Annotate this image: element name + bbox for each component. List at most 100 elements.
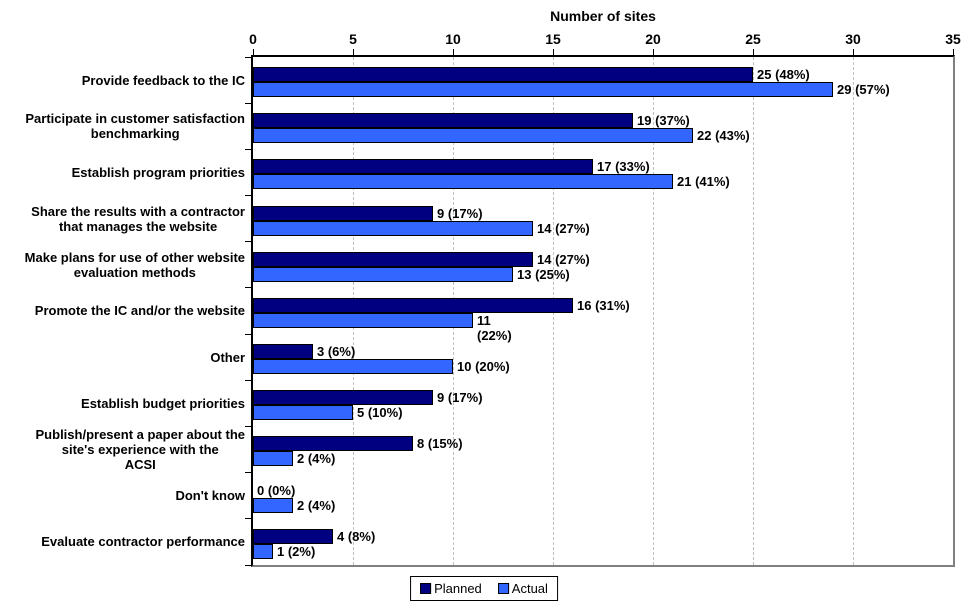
bar-planned-1 xyxy=(253,113,633,129)
legend: Planned Actual xyxy=(410,576,558,601)
x-axis-tick-mark xyxy=(452,49,454,55)
plot-area: 25 (48%) 19 (37%) 17 (33%) 9 (17%) 14 (27%) 1… xyxy=(251,55,955,567)
bar-actual-9 xyxy=(253,497,293,513)
category-label: Promote the IC and/or the website xyxy=(0,288,245,334)
y-axis-tick-mark xyxy=(245,148,251,150)
bar-actual-7 xyxy=(253,405,353,421)
bar-actual-2 xyxy=(253,174,673,190)
bar-actual-0 xyxy=(253,82,833,97)
bar-planned-2 xyxy=(253,159,593,175)
bar-value-label: 3 (6%) xyxy=(317,344,356,360)
y-axis-tick-mark xyxy=(245,102,251,104)
category-label: Establish budget priorities xyxy=(0,380,245,426)
x-axis-tick-mark xyxy=(352,49,354,55)
category-label: Establish program priorities xyxy=(0,149,245,195)
x-axis-tick-label: 35 xyxy=(945,31,961,47)
bar-planned-7 xyxy=(253,390,433,406)
bar-value-label: 2 (4%) xyxy=(297,451,336,467)
x-axis-tick-mark xyxy=(252,49,254,55)
x-axis-tick-mark xyxy=(952,49,954,55)
bar-value-label: 22 (43%) xyxy=(697,128,750,144)
bar-actual-6 xyxy=(253,359,453,375)
x-axis-tick-mark xyxy=(652,49,654,55)
x-axis-tick-label: 20 xyxy=(645,31,661,47)
x-axis-tick-label: 25 xyxy=(745,31,761,47)
gridline xyxy=(752,57,754,565)
category-label: Evaluate contractor performance xyxy=(0,519,245,565)
bar-value-label: 2 (4%) xyxy=(297,497,336,513)
category-label-text: Don't know xyxy=(175,488,245,504)
bar-value-label: 1 (2%) xyxy=(277,543,316,559)
gridline xyxy=(652,57,654,565)
bar-value-label: 9 (17%) xyxy=(437,205,483,221)
bar-planned-0 xyxy=(253,67,753,82)
bar-planned-3 xyxy=(253,205,433,221)
category-label-text: Establish budget priorities xyxy=(81,395,245,411)
legend-label-actual: Actual xyxy=(511,581,548,596)
x-axis-tick-mark xyxy=(752,49,754,55)
y-axis-tick-mark xyxy=(245,472,251,474)
bar-actual-8 xyxy=(253,451,293,467)
bar-value-label: 4 (8%) xyxy=(337,528,376,544)
bar-value-label: 16 (31%) xyxy=(577,297,630,313)
category-label: Share the results with a contractor that… xyxy=(0,196,245,242)
bar-value-label: 10 (20%) xyxy=(457,359,510,375)
x-axis-tick-label: 5 xyxy=(349,31,357,47)
bar-value-label: 11 (22%) xyxy=(477,312,512,343)
bar-actual-3 xyxy=(253,220,533,236)
bar-value-label: 25 (48%) xyxy=(757,67,810,82)
y-axis-tick-mark xyxy=(245,564,251,566)
y-axis-tick-mark xyxy=(245,241,251,243)
x-axis-tick-mark xyxy=(852,49,854,55)
bar-value-label: 5 (10%) xyxy=(357,405,403,421)
category-label-text: Evaluate contractor performance xyxy=(41,534,245,550)
bar-actual-4 xyxy=(253,266,513,282)
x-axis-tick-mark xyxy=(552,49,554,55)
category-label-text: Other xyxy=(210,349,245,365)
category-label-text: Participate in customer satisfaction ben… xyxy=(25,111,245,142)
category-label: Publish/present a paper about the site's… xyxy=(0,426,245,472)
bar-value-label: 0 (0%) xyxy=(257,482,296,498)
x-axis-tick-label: 15 xyxy=(545,31,561,47)
bar-planned-6 xyxy=(253,344,313,360)
category-label: Don't know xyxy=(0,473,245,519)
y-axis-tick-mark xyxy=(245,287,251,289)
bar-value-label: 8 (15%) xyxy=(417,436,463,452)
y-axis-tick-mark xyxy=(245,518,251,520)
bar-actual-1 xyxy=(253,128,693,144)
y-axis-tick-mark xyxy=(245,333,251,335)
legend-label-planned: Planned xyxy=(434,581,482,596)
category-label-text: Establish program priorities xyxy=(71,164,245,180)
x-axis-tick-label: 0 xyxy=(249,31,257,47)
gridline xyxy=(852,57,854,565)
y-axis-tick-mark xyxy=(245,195,251,197)
category-label: Participate in customer satisfaction ben… xyxy=(0,103,245,149)
x-axis-tick-label: 10 xyxy=(445,31,461,47)
legend-item-actual: Actual xyxy=(497,581,548,596)
bar-value-label: 14 (27%) xyxy=(537,251,590,267)
y-axis-tick-mark xyxy=(245,56,251,58)
bar-actual-5 xyxy=(253,312,473,328)
bar-value-label: 21 (41%) xyxy=(677,174,730,190)
bar-planned-8 xyxy=(253,436,413,452)
bar-value-label: 13 (25%) xyxy=(517,266,570,282)
category-label: Other xyxy=(0,334,245,380)
x-axis-tick-label: 30 xyxy=(845,31,861,47)
category-label-text: Make plans for use of other website eval… xyxy=(24,249,245,280)
bar-planned-4 xyxy=(253,251,533,267)
legend-item-planned: Planned xyxy=(420,581,482,596)
legend-swatch-actual-icon xyxy=(497,583,509,594)
category-label-text: Provide feedback to the IC xyxy=(81,72,245,88)
legend-swatch-planned-icon xyxy=(420,583,432,594)
y-axis-tick-mark xyxy=(245,379,251,381)
x-axis-title: Number of sites xyxy=(550,8,656,24)
bar-actual-10 xyxy=(253,543,273,559)
category-label-text: Share the results with a contractor that… xyxy=(31,203,245,234)
y-axis-tick-mark xyxy=(245,425,251,427)
category-label: Provide feedback to the IC xyxy=(0,57,245,103)
category-label-text: Promote the IC and/or the website xyxy=(34,303,245,319)
bar-value-label: 14 (27%) xyxy=(537,220,590,236)
bar-value-label: 29 (57%) xyxy=(837,82,890,97)
bar-planned-5 xyxy=(253,297,573,313)
